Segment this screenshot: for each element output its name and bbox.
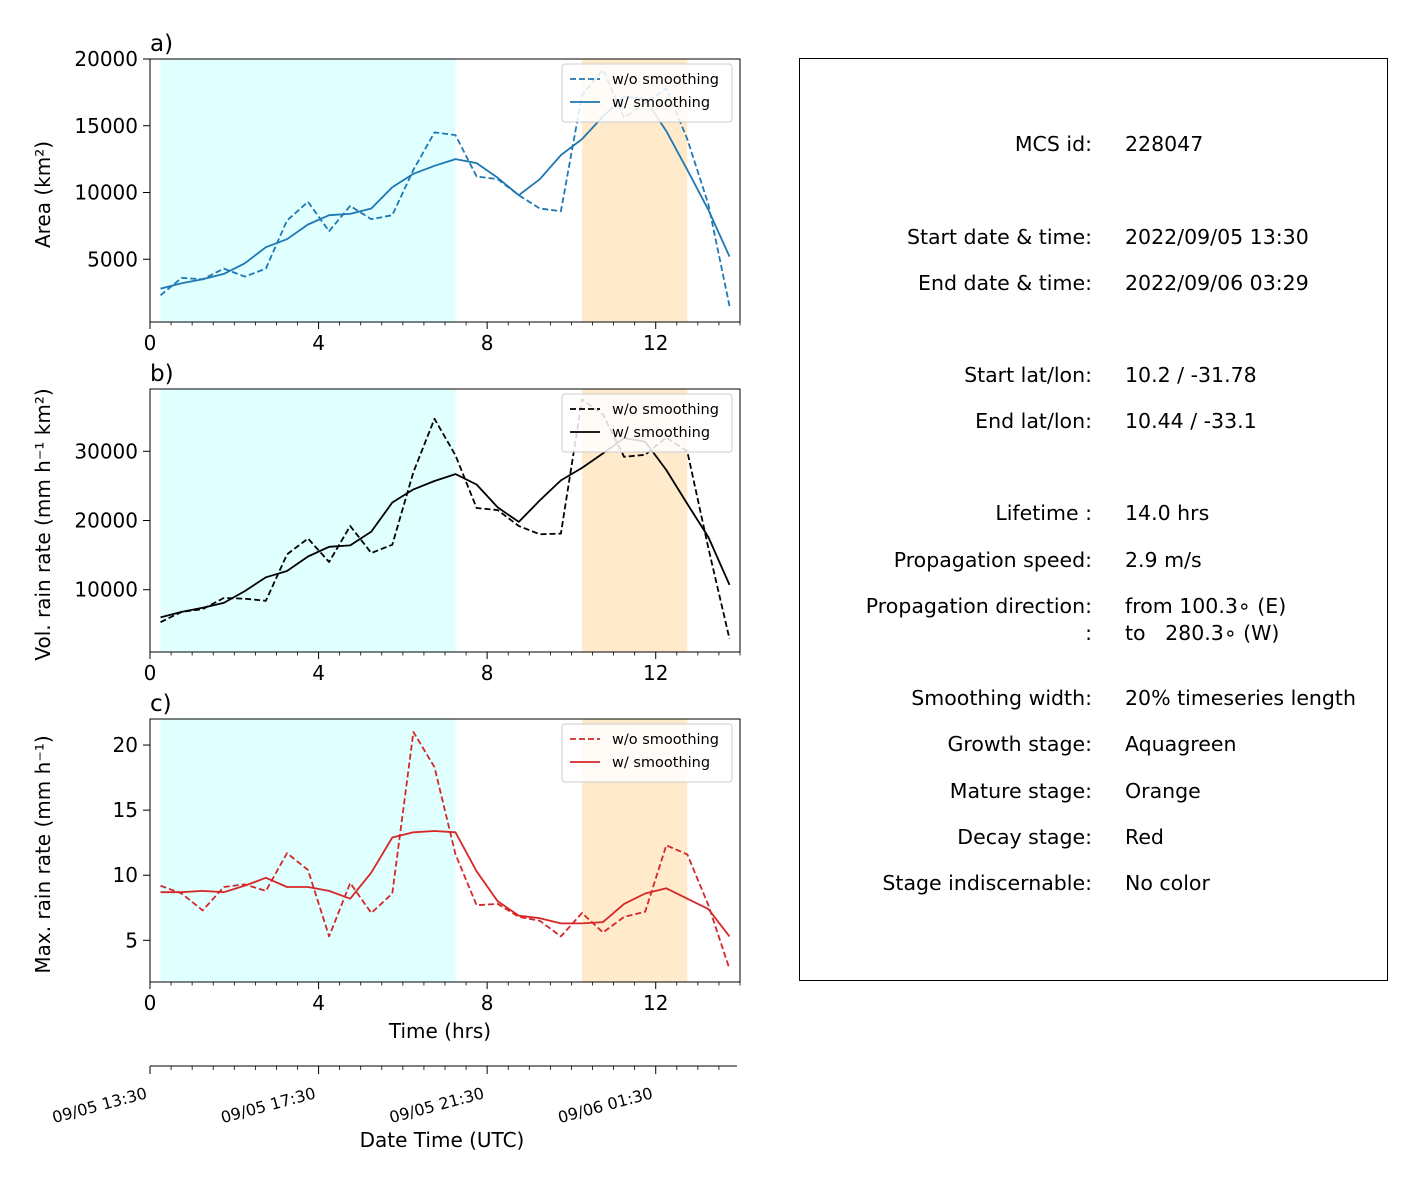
mcs-info-panel: MCS id: 228047 Start date & time: 2022/09/… xyxy=(799,58,1388,981)
legend-label: w/ smoothing xyxy=(612,755,710,771)
x-tick-label: 8 xyxy=(481,991,494,1015)
x-tick-label: 4 xyxy=(312,661,325,685)
y-tick-label: 15 xyxy=(113,798,138,822)
x-tick-label: 12 xyxy=(643,331,668,355)
info-key: Decay stage: xyxy=(957,825,1092,849)
info-key: Stage indiscernable: xyxy=(882,871,1092,895)
x-tick-label: 4 xyxy=(312,991,325,1015)
legend-box xyxy=(561,393,733,453)
info-value: 2022/09/06 03:29 xyxy=(1125,271,1309,295)
datetime-axis-label: Date Time (UTC) xyxy=(360,1128,525,1152)
info-value: to 280.3∘ (W) xyxy=(1125,621,1280,645)
x-tick-label: 12 xyxy=(643,991,668,1015)
info-value: 14.0 hrs xyxy=(1125,501,1210,525)
legend-label: w/ smoothing xyxy=(612,425,710,441)
info-key: Propagation speed: xyxy=(893,548,1092,572)
x-tick-label: 8 xyxy=(481,331,494,355)
y-tick-label: 10000 xyxy=(74,181,138,205)
info-value: 228047 xyxy=(1125,132,1204,156)
info-key: Start lat/lon: xyxy=(964,363,1092,387)
datetime-axis: 09/05 13:30 09/05 17:30 09/05 21:30 09/06 0… xyxy=(50,1065,737,1152)
info-key: Mature stage: xyxy=(949,779,1092,803)
datetime-tick-label: 09/06 01:30 xyxy=(556,1084,655,1128)
info-value: Red xyxy=(1125,825,1164,849)
x-axis-label: Time (hrs) xyxy=(388,1019,491,1043)
y-tick-label: 10000 xyxy=(74,578,138,602)
info-value: 10.44 / -33.1 xyxy=(1125,409,1257,433)
stage-span xyxy=(160,59,456,322)
info-key: : xyxy=(1085,621,1092,645)
panel-label: a) xyxy=(150,31,173,57)
legend: w/o smoothing w/ smoothing xyxy=(561,723,733,783)
info-key: End date & time: xyxy=(918,271,1092,295)
info-value: 2.9 m/s xyxy=(1125,548,1202,572)
legend: w/o smoothing w/ smoothing xyxy=(561,63,733,123)
y-tick-label: 10 xyxy=(113,863,138,887)
info-value: No color xyxy=(1125,871,1210,895)
info-value: 20% timeseries length xyxy=(1125,686,1356,710)
legend-label: w/o smoothing xyxy=(612,402,719,418)
info-key: Propagation direction: xyxy=(865,594,1092,618)
info-value: Orange xyxy=(1125,779,1201,803)
y-axis-label: Area (km²) xyxy=(31,141,55,248)
series-line xyxy=(160,830,731,937)
x-tick-label: 0 xyxy=(144,661,157,685)
stage-span xyxy=(160,719,456,982)
y-axis-label: Max. rain rate (mm h⁻¹) xyxy=(31,735,55,973)
panel-b: 0 4 8 12 10000 20000 30000 b) Vol. rain rate (mm… xyxy=(31,361,741,685)
x-tick-label: 12 xyxy=(643,661,668,685)
info-key: Start date & time: xyxy=(906,225,1092,249)
info-value: from 100.3∘ (E) xyxy=(1125,594,1287,618)
info-value: Aquagreen xyxy=(1125,732,1237,756)
legend-label: w/ smoothing xyxy=(612,95,710,111)
x-tick-label: 0 xyxy=(144,331,157,355)
legend: w/o smoothing w/ smoothing xyxy=(561,393,733,453)
panel-c: 0 4 8 12 5 10 15 20 c) Max. rain rate (mm h⁻¹) Tim… xyxy=(31,691,741,1043)
stage-span xyxy=(160,389,456,652)
legend-box xyxy=(561,723,733,783)
y-tick-label: 20 xyxy=(113,733,138,757)
info-key: Lifetime : xyxy=(995,501,1092,525)
y-tick-label: 15000 xyxy=(74,114,138,138)
info-key: Growth stage: xyxy=(947,732,1092,756)
panel-a: 0 4 8 12 5000 10000 15000 20000 a) Area (km²) w/o … xyxy=(31,31,741,355)
series-line xyxy=(160,731,731,970)
info-key: MCS id: xyxy=(1014,132,1092,156)
y-tick-label: 20000 xyxy=(74,509,138,533)
x-tick-label: 4 xyxy=(312,331,325,355)
info-key: Smoothing width: xyxy=(911,686,1092,710)
info-value: 2022/09/05 13:30 xyxy=(1125,225,1309,249)
panel-label: b) xyxy=(150,361,174,387)
y-tick-label: 5 xyxy=(125,928,138,952)
legend-label: w/o smoothing xyxy=(612,732,719,748)
info-value: 10.2 / -31.78 xyxy=(1125,363,1257,387)
series-line xyxy=(160,398,731,640)
panel-label: c) xyxy=(150,691,172,717)
datetime-tick-label: 09/05 13:30 xyxy=(50,1084,149,1128)
legend-box xyxy=(561,63,733,123)
y-tick-label: 5000 xyxy=(87,247,138,271)
y-tick-label: 30000 xyxy=(74,439,138,463)
x-tick-label: 0 xyxy=(144,991,157,1015)
x-tick-label: 8 xyxy=(481,661,494,685)
legend-label: w/o smoothing xyxy=(612,72,719,88)
datetime-tick-label: 09/05 17:30 xyxy=(219,1084,318,1128)
y-axis-label: Vol. rain rate (mm h⁻¹ km²) xyxy=(31,388,55,660)
info-key: End lat/lon: xyxy=(975,409,1092,433)
y-tick-label: 20000 xyxy=(74,47,138,71)
datetime-tick-label: 09/05 21:30 xyxy=(387,1084,486,1128)
